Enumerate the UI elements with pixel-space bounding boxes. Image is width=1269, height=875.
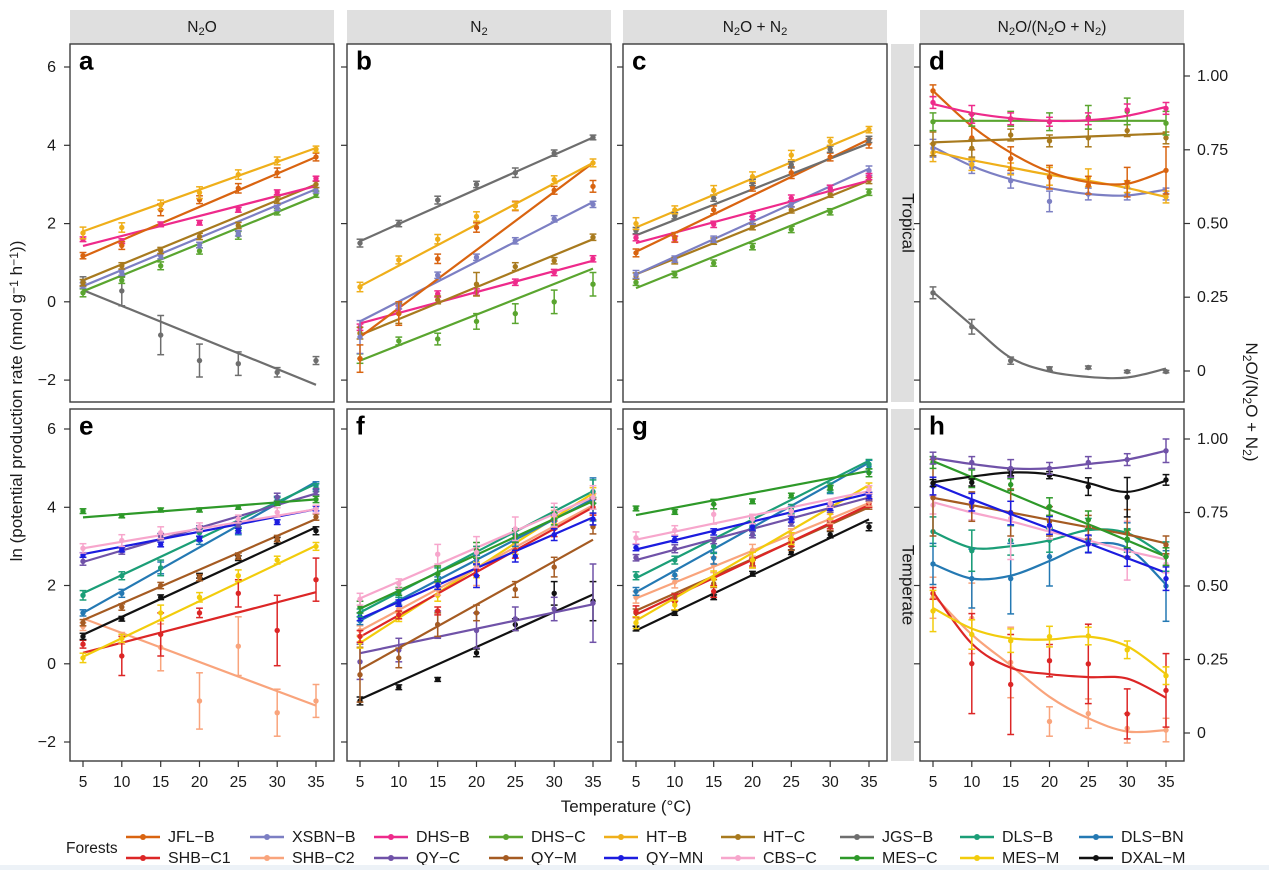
svg-text:MES−M: MES−M (1002, 850, 1059, 867)
svg-text:QY−C: QY−C (416, 850, 460, 867)
svg-text:SHB−C2: SHB−C2 (292, 850, 355, 867)
svg-text:25: 25 (230, 774, 247, 791)
svg-text:h: h (929, 411, 945, 441)
svg-text:DHS−C: DHS−C (531, 829, 586, 846)
svg-text:0.25: 0.25 (1197, 289, 1228, 306)
svg-text:20: 20 (744, 774, 762, 791)
svg-text:30: 30 (822, 774, 840, 791)
svg-text:d: d (929, 46, 945, 76)
svg-text:0.50: 0.50 (1197, 578, 1228, 595)
svg-text:15: 15 (705, 774, 722, 791)
svg-text:HT−C: HT−C (763, 829, 805, 846)
svg-text:QY−MN: QY−MN (646, 850, 703, 867)
svg-text:a: a (79, 46, 94, 76)
svg-text:10: 10 (113, 774, 131, 791)
svg-text:15: 15 (152, 774, 169, 791)
svg-text:N2O/(N2O + N2): N2O/(N2O + N2) (1240, 342, 1261, 461)
svg-text:MES−C: MES−C (882, 850, 938, 867)
svg-text:25: 25 (1080, 774, 1097, 791)
svg-text:0: 0 (1197, 363, 1206, 380)
svg-text:4: 4 (47, 499, 56, 516)
svg-text:DXAL−M: DXAL−M (1121, 850, 1185, 867)
svg-text:20: 20 (191, 774, 209, 791)
svg-text:10: 10 (666, 774, 684, 791)
svg-text:0: 0 (47, 294, 56, 311)
svg-text:−2: −2 (38, 372, 56, 389)
svg-text:2: 2 (47, 578, 56, 595)
svg-text:10: 10 (963, 774, 981, 791)
svg-text:0: 0 (47, 656, 56, 673)
svg-text:35: 35 (584, 774, 601, 791)
svg-text:N2O/(N2O + N2): N2O/(N2O + N2) (998, 19, 1107, 38)
svg-text:HT−B: HT−B (646, 829, 687, 846)
svg-text:DLS−BN: DLS−BN (1121, 829, 1184, 846)
svg-text:0: 0 (1197, 725, 1206, 742)
svg-text:10: 10 (390, 774, 408, 791)
svg-text:5: 5 (632, 774, 641, 791)
svg-text:20: 20 (1041, 774, 1059, 791)
svg-text:e: e (79, 411, 93, 441)
svg-text:CBS−C: CBS−C (763, 850, 817, 867)
svg-text:1.00: 1.00 (1197, 431, 1228, 448)
svg-text:1.00: 1.00 (1197, 68, 1228, 85)
svg-text:25: 25 (783, 774, 800, 791)
svg-text:0.75: 0.75 (1197, 505, 1228, 522)
svg-text:5: 5 (929, 774, 938, 791)
svg-text:6: 6 (47, 421, 56, 438)
svg-text:DLS−B: DLS−B (1002, 829, 1053, 846)
svg-text:6: 6 (47, 59, 56, 76)
svg-text:DHS−B: DHS−B (416, 829, 470, 846)
svg-text:XSBN−B: XSBN−B (292, 829, 356, 846)
svg-text:JFL−B: JFL−B (168, 829, 215, 846)
svg-text:ln (potential production rate: ln (potential production rate (nmol g−1 … (7, 241, 26, 562)
svg-text:Tropical: Tropical (899, 193, 918, 253)
svg-text:25: 25 (507, 774, 524, 791)
svg-text:N2O: N2O (187, 19, 217, 38)
svg-text:0.25: 0.25 (1197, 652, 1228, 669)
svg-text:Temperature (°C): Temperature (°C) (561, 797, 692, 816)
svg-text:Temperate: Temperate (899, 545, 918, 625)
svg-text:30: 30 (1119, 774, 1137, 791)
svg-text:4: 4 (47, 137, 56, 154)
svg-text:2: 2 (47, 216, 56, 233)
svg-text:Forests: Forests (66, 840, 118, 857)
svg-text:QY−M: QY−M (531, 850, 577, 867)
svg-text:b: b (356, 46, 372, 76)
svg-text:15: 15 (1002, 774, 1019, 791)
svg-text:5: 5 (79, 774, 88, 791)
svg-text:N2: N2 (470, 19, 487, 38)
svg-text:30: 30 (546, 774, 564, 791)
svg-text:5: 5 (356, 774, 365, 791)
svg-text:−2: −2 (38, 734, 56, 751)
svg-text:15: 15 (429, 774, 446, 791)
svg-text:0.50: 0.50 (1197, 216, 1228, 233)
svg-text:g: g (632, 411, 648, 441)
svg-text:0.75: 0.75 (1197, 142, 1228, 159)
svg-text:JGS−B: JGS−B (882, 829, 933, 846)
svg-text:c: c (632, 46, 646, 76)
svg-text:35: 35 (860, 774, 877, 791)
svg-text:35: 35 (1157, 774, 1174, 791)
svg-text:30: 30 (269, 774, 287, 791)
svg-text:N2O + N2: N2O + N2 (723, 19, 788, 38)
svg-text:SHB−C1: SHB−C1 (168, 850, 231, 867)
svg-text:20: 20 (468, 774, 486, 791)
svg-text:35: 35 (307, 774, 324, 791)
svg-text:f: f (356, 411, 365, 441)
